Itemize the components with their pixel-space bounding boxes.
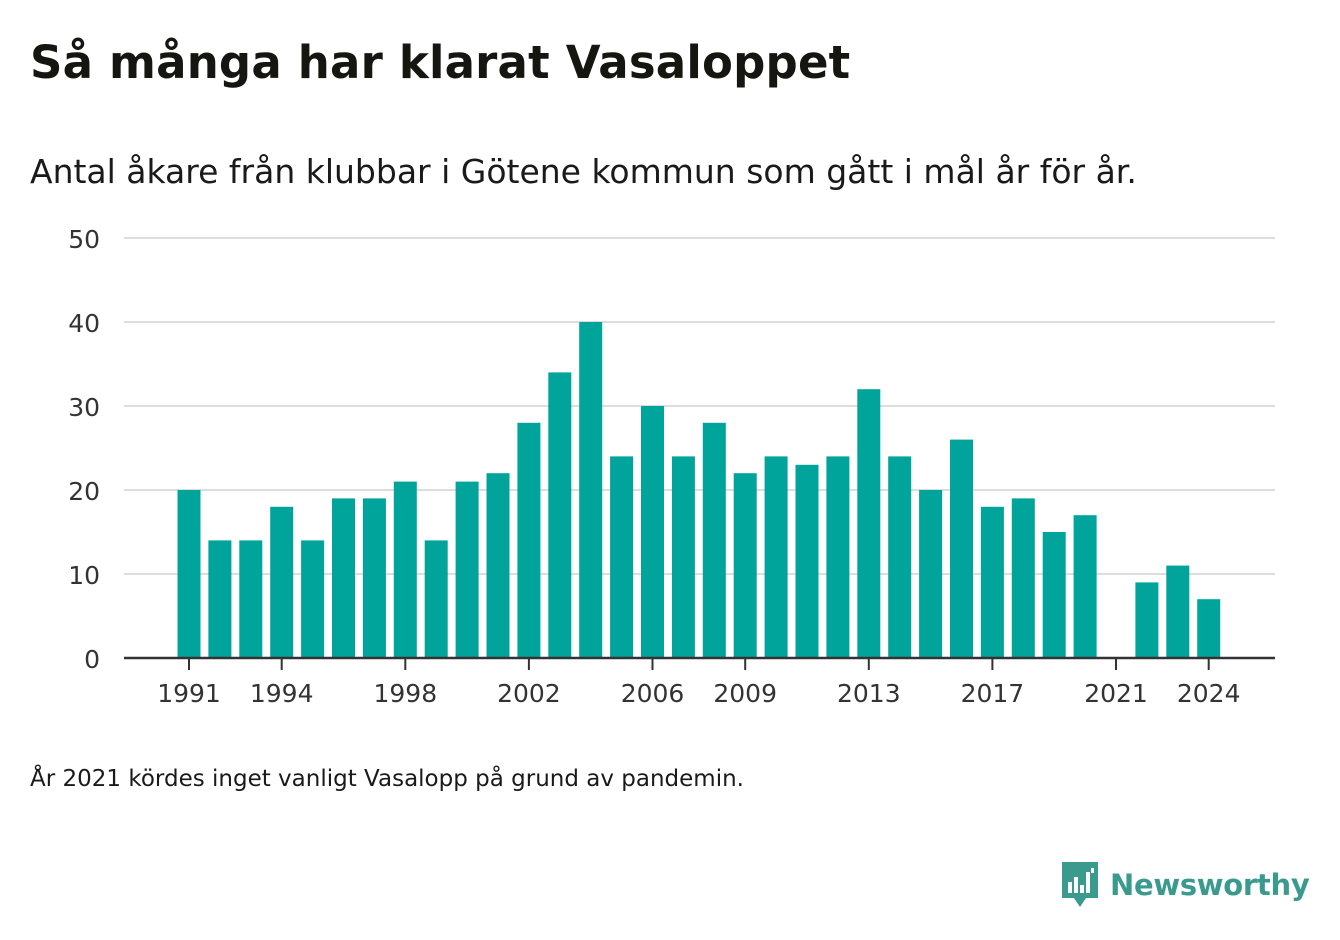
x-tick-label: 1991 (157, 679, 221, 708)
bar-2001 (486, 473, 510, 658)
bar-2002 (517, 422, 541, 658)
x-tick-label: 2021 (1084, 679, 1148, 708)
x-tick-label: 1994 (250, 679, 314, 708)
bar-2006 (641, 406, 664, 658)
x-tick-label: 2017 (961, 679, 1025, 708)
chart-footnote: År 2021 kördes inget vanligt Vasalopp på… (30, 766, 744, 792)
bars (177, 322, 1221, 658)
x-tick-label: 2024 (1177, 679, 1241, 708)
bar-2003 (548, 372, 572, 658)
bar-2015 (919, 490, 943, 658)
bar-1994 (270, 506, 294, 658)
gridlines (124, 237, 1275, 575)
y-tick-label: 30 (68, 393, 100, 422)
bar-2019 (1042, 532, 1066, 658)
newsworthy-logo: Newsworthy (1060, 860, 1310, 910)
x-tick-label: 2009 (713, 679, 777, 708)
bar-2024 (1197, 599, 1221, 658)
bar-2018 (1011, 498, 1035, 658)
bar-2010 (764, 456, 788, 658)
x-tick-label: 2002 (497, 679, 561, 708)
y-tick-label: 40 (68, 309, 100, 338)
bar-2012 (826, 456, 850, 658)
bar-chart-speech-bubble-icon (1062, 862, 1098, 907)
chart-title: Så många har klarat Vasaloppet (30, 36, 851, 89)
y-tick-label: 20 (68, 477, 100, 506)
bar-2023 (1166, 565, 1190, 658)
y-tick-label: 0 (84, 645, 100, 674)
bar-1996 (332, 498, 355, 658)
bar-1997 (362, 498, 386, 658)
y-axis-ticks: 0 10 20 30 40 50 (68, 225, 100, 674)
bar-2016 (950, 439, 973, 658)
chart-subtitle: Antal åkare från klubbar i Götene kommun… (30, 152, 1137, 191)
x-tick-label: 2006 (621, 679, 685, 708)
bar-2022 (1135, 582, 1159, 658)
bar-2009 (733, 473, 757, 658)
x-tick-label: 2013 (837, 679, 901, 708)
bar-1991 (177, 490, 201, 658)
bar-1992 (208, 540, 232, 658)
bar-2017 (980, 506, 1004, 658)
bar-2011 (795, 464, 819, 658)
bar-2013 (857, 389, 881, 658)
x-axis-ticks: 1991 1994 1998 2002 2006 2009 2013 2017 2021 2024 (157, 658, 1241, 708)
bar-2008 (702, 422, 726, 658)
bar-2004 (579, 322, 603, 658)
bar-2020 (1073, 515, 1097, 658)
bar-1998 (393, 481, 417, 658)
brand-name: Newsworthy (1110, 868, 1310, 902)
y-tick-label: 50 (68, 225, 100, 254)
bar-1999 (424, 540, 448, 658)
bar-2005 (610, 456, 634, 658)
bar-2014 (888, 456, 912, 658)
bar-chart: 0 10 20 30 40 50 1991 1994 1998 2002 2006 2009 2013… (68, 225, 1275, 708)
x-tick-label: 1998 (373, 679, 437, 708)
bar-2007 (671, 456, 695, 658)
bar-1995 (301, 540, 325, 658)
bar-1993 (239, 540, 263, 658)
y-tick-label: 10 (68, 561, 100, 590)
bar-2000 (455, 481, 479, 658)
